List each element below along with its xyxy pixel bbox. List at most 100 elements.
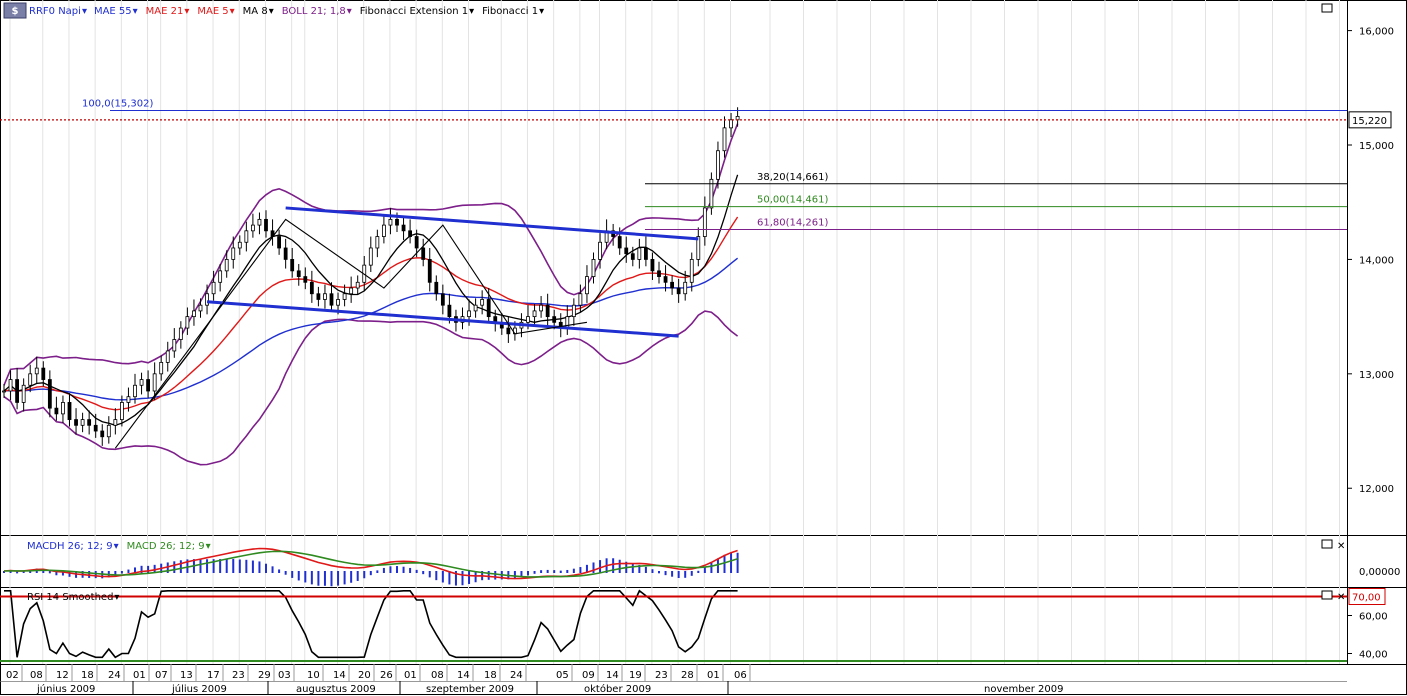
candle-body [644, 247, 648, 260]
candle-body [696, 236, 701, 260]
current-price-badge [1348, 111, 1392, 129]
bollinger-upper-line [3, 123, 739, 386]
bollinger-lower-line [3, 310, 739, 466]
macd-histogram-bar [599, 560, 602, 573]
macd-histogram-bar [22, 570, 25, 573]
close-icon[interactable]: ✕ [1337, 592, 1345, 603]
chevron-down-icon: ▾ [230, 6, 235, 17]
candle-body [224, 259, 229, 272]
macd-histogram-bar [245, 559, 248, 573]
date-day-label: 03 [278, 670, 291, 681]
date-day-label: 28 [681, 670, 694, 681]
candle-body [336, 299, 340, 306]
symbol-selector[interactable]: RRF0 Napi [29, 6, 81, 17]
macd-histogram-bar [664, 571, 667, 576]
candle-body [159, 361, 164, 375]
macd-histogram-bar [16, 571, 19, 574]
macd-indicator-selector[interactable]: MACD 26; 12; 9 [127, 541, 205, 552]
indicator-selector[interactable]: MAE 55 [94, 6, 132, 17]
candle-body [198, 304, 203, 312]
chevron-down-icon: ▾ [184, 6, 189, 17]
maximize-icon[interactable] [1321, 590, 1333, 600]
candle-body [709, 178, 714, 209]
macd-histogram-bar [114, 571, 117, 576]
candle-body [244, 230, 249, 243]
candle-body [126, 396, 131, 403]
date-day-label: 01 [707, 670, 720, 681]
candle-body [133, 384, 137, 398]
macd-histogram-bar [120, 571, 123, 574]
date-day-label: 20 [358, 670, 371, 681]
candle-body [218, 270, 223, 283]
macd-histogram-bar [454, 571, 457, 586]
macd-histogram-bar [716, 558, 719, 573]
date-day-label: 01 [404, 670, 417, 681]
candle-body [211, 281, 216, 295]
macd-histogram-bar [356, 571, 359, 581]
rsi-indicator-selector[interactable]: RSI 14 Smoothed [27, 592, 113, 603]
candle-body [165, 350, 170, 363]
macd-histogram-bar [520, 571, 523, 578]
indicator-selector[interactable]: MAE 21 [146, 6, 184, 17]
candle-body [178, 327, 183, 340]
macd-histogram-bar [540, 570, 543, 573]
candle-body [41, 367, 46, 380]
candle-body [427, 259, 432, 283]
candle-body [231, 247, 236, 260]
macd-histogram-bar [487, 571, 490, 580]
candle-body [480, 299, 485, 306]
macd-histogram-bar [409, 567, 412, 573]
candle-body [565, 316, 570, 329]
date-day-label: 06 [734, 670, 747, 681]
date-day-label: 08 [431, 670, 444, 681]
candle-body [146, 379, 151, 392]
candle-body [630, 253, 635, 260]
candle-body [375, 236, 380, 249]
date-day-label: 14 [457, 670, 470, 681]
macd-histogram-bar [592, 562, 595, 573]
indicator-selector[interactable]: MA 8 [243, 6, 268, 17]
indicator-selector[interactable]: Fibonacci Extension 1 [360, 6, 468, 17]
macd-indicator-selector[interactable]: MACDH 26; 12; 9 [27, 541, 113, 552]
macd-histogram-bar [225, 559, 228, 573]
candle-body [467, 310, 471, 318]
price-tick-label: 12,000 [1359, 484, 1394, 495]
candle-body [486, 299, 491, 318]
macd-histogram-bar [513, 571, 516, 579]
indicator-selector[interactable]: Fibonacci 1 [482, 6, 538, 17]
macd-histogram-bar [441, 571, 444, 583]
date-day-label: 05 [556, 670, 569, 681]
maximize-icon[interactable] [1321, 3, 1333, 13]
maximize-icon[interactable] [1321, 539, 1333, 549]
chevron-down-icon: ▾ [206, 541, 211, 552]
candle-body [87, 419, 92, 426]
macd-histogram-bar [428, 571, 431, 578]
close-icon[interactable]: ✕ [1337, 541, 1345, 552]
macd-histogram-bar [55, 571, 58, 576]
channel-upper-line [285, 206, 699, 241]
candle-body [617, 236, 622, 249]
macd-histogram-bar [723, 554, 726, 573]
macd-histogram-bar [612, 558, 615, 573]
indicator-selector[interactable]: MAE 5 [197, 6, 228, 17]
candle-body [578, 293, 583, 306]
macd-histogram-bar [638, 564, 641, 573]
candle-body [80, 419, 85, 426]
rsi-axis-label: 40,00 [1359, 650, 1388, 661]
date-day-label: 29 [258, 670, 271, 681]
candle-body [349, 287, 354, 295]
macd-histogram-bar [684, 571, 687, 578]
candle-body [283, 247, 288, 260]
chevron-down-icon: ▾ [469, 6, 474, 17]
candle-body [61, 402, 65, 415]
macd-histogram-bar [179, 560, 182, 573]
macd-histogram-bar [94, 571, 97, 579]
date-day-label: 10 [307, 670, 320, 681]
indicator-selector[interactable]: BOLL 21; 1,8 [282, 6, 346, 17]
date-day-label: 18 [484, 670, 497, 681]
date-day-label: 24 [510, 670, 523, 681]
candle-body [624, 247, 629, 255]
macd-histogram-bar [310, 571, 313, 585]
rsi-level-badge [1348, 588, 1386, 605]
